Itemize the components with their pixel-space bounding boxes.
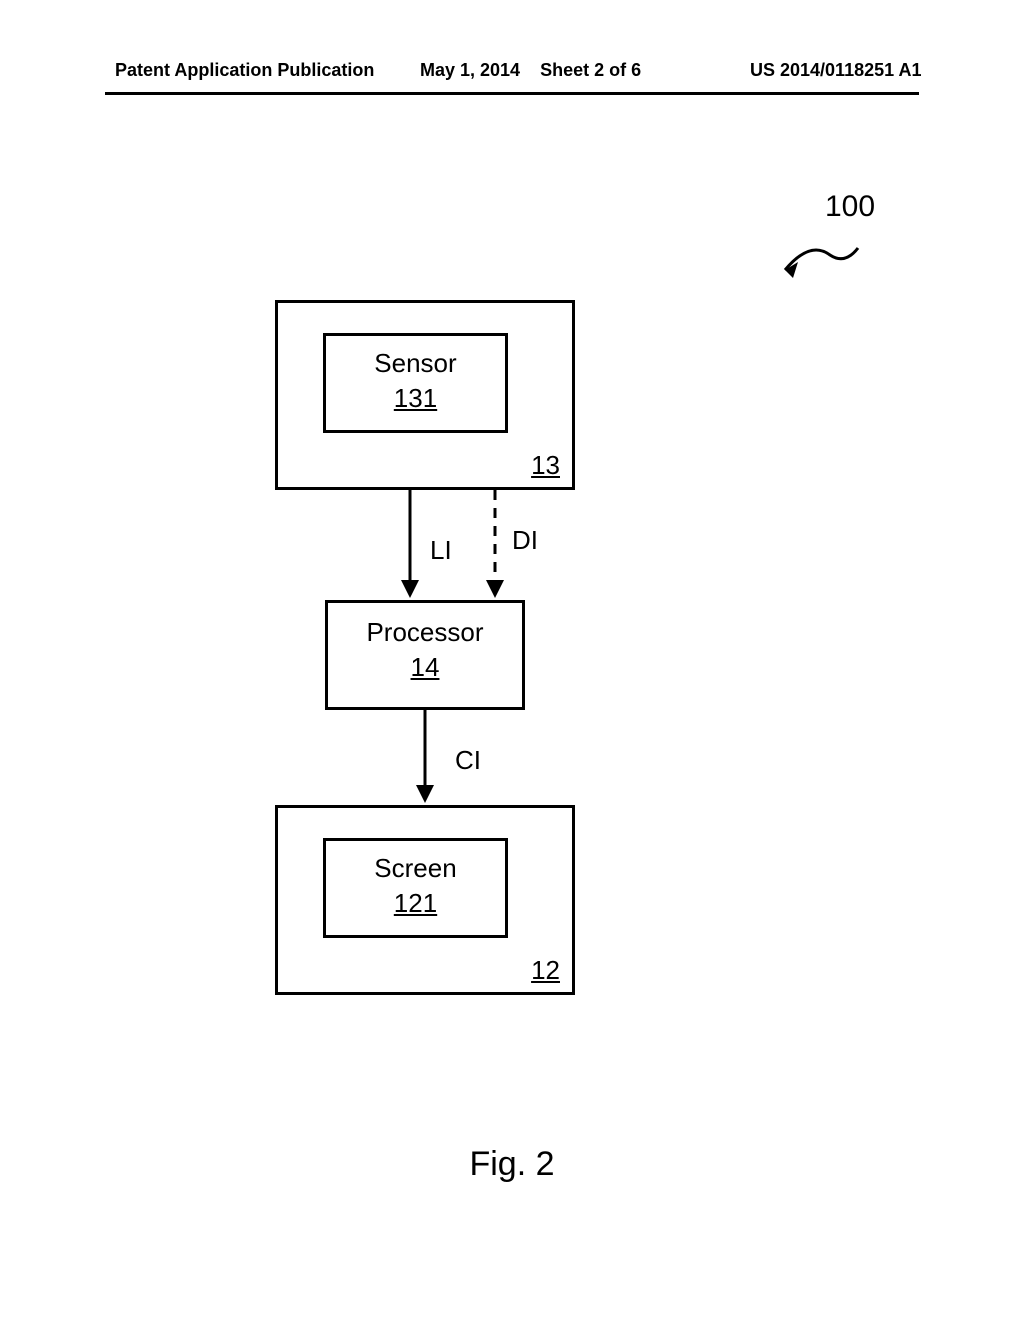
- screen-label: Screen: [326, 853, 505, 884]
- sensor-ref: 131: [326, 383, 505, 414]
- edge-label-di: DI: [512, 525, 538, 556]
- screen-box: Screen 121: [323, 838, 508, 938]
- system-ref-label: 100: [825, 190, 875, 224]
- display-module-ref: 12: [531, 955, 560, 986]
- header-number: US 2014/0118251 A1: [750, 60, 921, 81]
- header-rule: [105, 92, 919, 95]
- header-date: May 1, 2014: [420, 60, 520, 80]
- edge-label-ci: CI: [455, 745, 481, 776]
- patent-page: Patent Application Publication May 1, 20…: [0, 0, 1024, 1320]
- processor-box: Processor 14: [325, 600, 525, 710]
- figure-label: Fig. 2: [0, 1145, 1024, 1184]
- processor-label: Processor: [328, 617, 522, 648]
- sensor-module-box: Sensor 131 13: [275, 300, 575, 490]
- header-publication: Patent Application Publication: [115, 60, 374, 81]
- processor-ref: 14: [328, 652, 522, 683]
- header-sheet: Sheet 2 of 6: [540, 60, 641, 80]
- sensor-module-ref: 13: [531, 450, 560, 481]
- header-date-sheet: May 1, 2014 Sheet 2 of 6: [420, 60, 641, 81]
- edge-label-li: LI: [430, 535, 452, 566]
- display-module-box: Screen 121 12: [275, 805, 575, 995]
- sensor-label: Sensor: [326, 348, 505, 379]
- sensor-box: Sensor 131: [323, 333, 508, 433]
- screen-ref: 121: [326, 888, 505, 919]
